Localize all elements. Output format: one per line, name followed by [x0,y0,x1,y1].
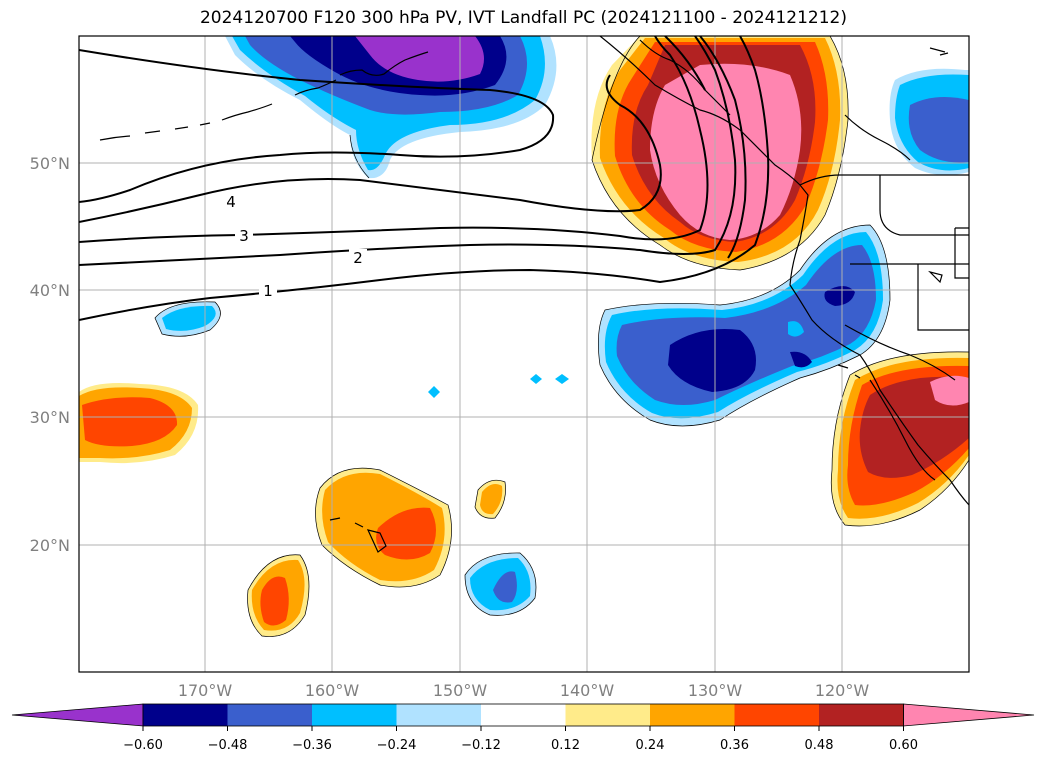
lat-label-30n: 30°N [30,408,70,427]
colorbar-segment [396,704,482,726]
colorbar-outline [142,703,904,727]
lat-label-20n: 20°N [30,536,70,555]
lon-label-170w: 170°W [178,681,233,700]
contour-labels: 4 3 2 1 [222,193,367,300]
gridlines [79,36,969,672]
colorbar-segment [143,704,228,726]
shading-outlines [154,36,969,637]
longitude-labels: 170°W 160°W 150°W 140°W 130°W 120°W [178,681,870,700]
colorbar-tick-label: 0.24 [636,738,665,753]
map-title: 2024120700 F120 300 hPa PV, IVT Landfall… [199,8,847,28]
colorbar-tick-label: 0.48 [805,738,834,753]
map-panel: 4 3 2 1 [79,36,969,672]
colorbar-tick-label: 0.60 [889,738,918,753]
colorbar-segment [819,704,904,726]
colorbar-segment [650,704,735,726]
colorbar-segment [565,704,651,726]
colorbar-tick-label: −0.12 [461,738,501,753]
colorbar-tick-label: −0.24 [377,738,417,753]
colorbar-segment [227,704,313,726]
contour-label-1: 1 [263,282,273,300]
map-frame [78,35,970,673]
shading-west-subtropical-positive [79,383,199,464]
contour-label-3: 3 [239,227,249,245]
latitude-labels: 50°N 40°N 30°N 20°N [30,154,70,555]
colorbar-extend-max [903,703,1035,727]
shading-subtropical-negative [155,225,890,616]
colorbar-extend-min [11,703,144,727]
colorbar: −0.60 −0.48 −0.36 −0.24 −0.12 0.12 0.24 0.36 0.4… [11,703,1035,753]
shading-baja-positive [831,351,969,526]
colorbar-tick-label: −0.36 [292,738,332,753]
lon-label-140w: 140°W [560,681,615,700]
shading-hawaii-positive [247,468,506,637]
colorbar-tick-label: −0.48 [208,738,248,753]
lat-label-40n: 40°N [30,281,70,300]
shading-northeast [889,68,969,176]
colorbar-segment [312,704,397,726]
colorbar-tick-label: 0.36 [720,738,749,753]
shading-gulf-of-alaska [225,36,557,179]
colorbar-segment [481,704,566,726]
contour-label-2: 2 [353,249,363,267]
lon-label-160w: 160°W [305,681,360,700]
lon-label-120w: 120°W [815,681,870,700]
lon-label-130w: 130°W [688,681,743,700]
contour-label-4: 4 [226,193,236,211]
colorbar-tick-label: −0.60 [123,738,163,753]
lat-label-50n: 50°N [30,154,70,173]
lon-label-150w: 150°W [433,681,488,700]
colorbar-tick-label: 0.12 [551,738,580,753]
coastlines [99,36,969,553]
colorbar-segment [734,704,820,726]
